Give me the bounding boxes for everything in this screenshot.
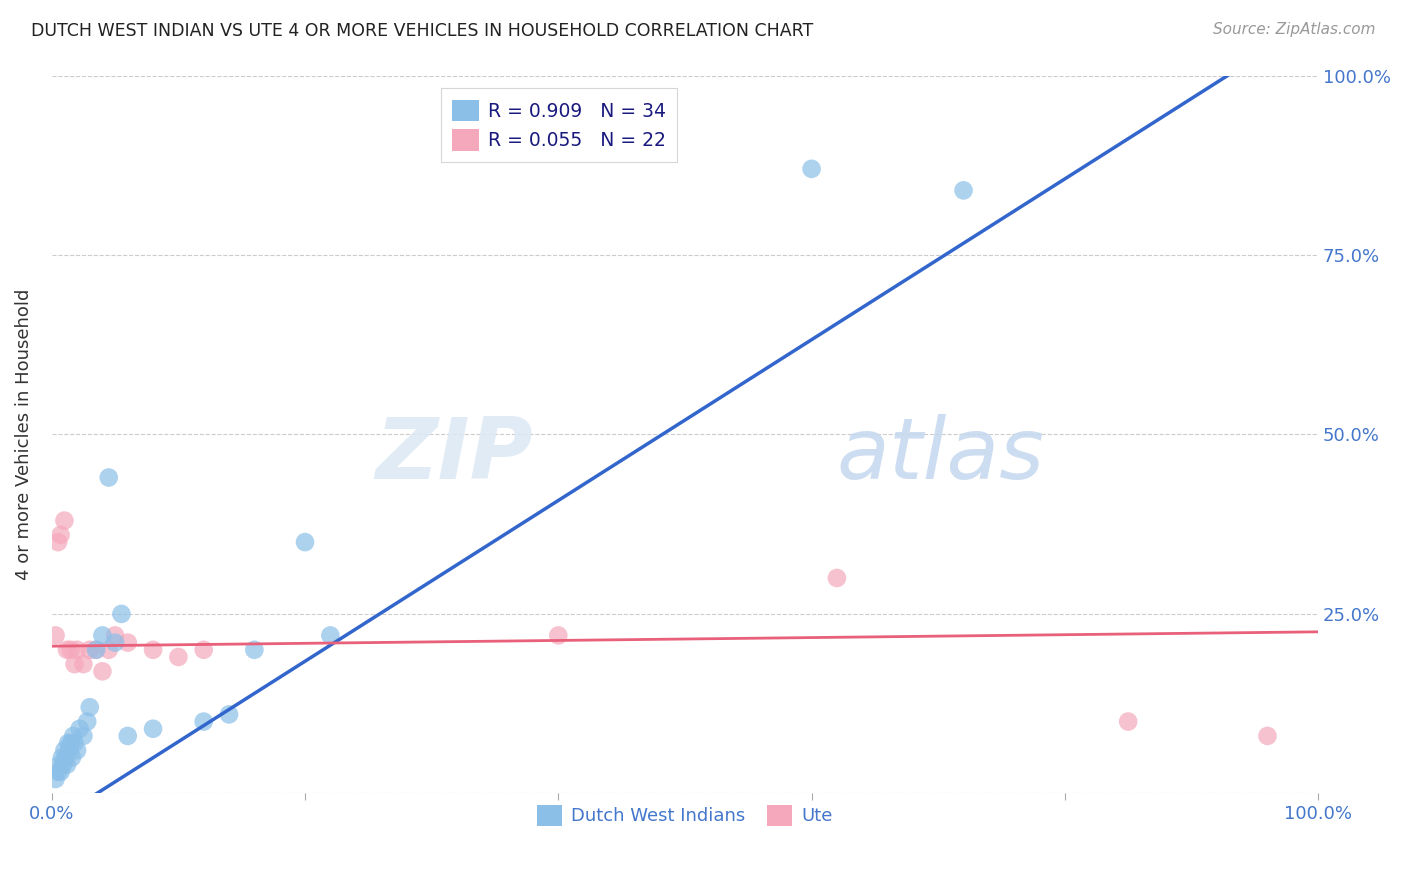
Point [1116,714,1139,729]
Point [52,757,75,772]
Point [53,514,76,528]
Point [46,535,69,549]
Point [117,729,139,743]
Text: Source: ZipAtlas.com: Source: ZipAtlas.com [1212,22,1375,37]
Point [97,642,120,657]
Text: DUTCH WEST INDIAN VS UTE 4 OR MORE VEHICLES IN HOUSEHOLD CORRELATION CHART: DUTCH WEST INDIAN VS UTE 4 OR MORE VEHIC… [31,22,813,40]
Point [91,665,114,679]
Point [142,722,165,736]
Text: atlas: atlas [837,415,1045,498]
Point [66,642,89,657]
Point [51,750,73,764]
Text: ZIP: ZIP [375,415,533,498]
Point [193,642,215,657]
Point [49,528,72,542]
Point [294,535,316,549]
Y-axis label: 4 or more Vehicles in Household: 4 or more Vehicles in Household [15,289,32,580]
Point [104,635,127,649]
Point [104,628,127,642]
Point [63,657,86,672]
Point [60,750,83,764]
Point [547,628,569,642]
Point [63,736,86,750]
Point [110,607,132,621]
Point [952,183,974,197]
Point [218,707,240,722]
Point [48,757,70,772]
Legend: Dutch West Indians, Ute: Dutch West Indians, Ute [529,796,842,835]
Point [58,736,80,750]
Point [800,161,823,176]
Point [55,750,77,764]
Point [243,642,266,657]
Point [167,650,190,665]
Point [193,714,215,729]
Point [117,635,139,649]
Point [79,700,101,714]
Point [53,743,76,757]
Point [59,642,82,657]
Point [84,642,107,657]
Point [84,642,107,657]
Point [1256,729,1278,743]
Point [76,714,98,729]
Point [59,736,82,750]
Point [142,642,165,657]
Point [97,470,120,484]
Point [62,729,84,743]
Point [56,642,79,657]
Point [91,628,114,642]
Point [825,571,848,585]
Point [72,729,94,743]
Point [56,757,79,772]
Point [46,764,69,779]
Point [45,772,67,786]
Point [45,628,67,642]
Point [69,722,91,736]
Point [58,743,80,757]
Point [66,743,89,757]
Point [319,628,342,642]
Point [72,657,94,672]
Point [49,764,72,779]
Point [79,642,101,657]
